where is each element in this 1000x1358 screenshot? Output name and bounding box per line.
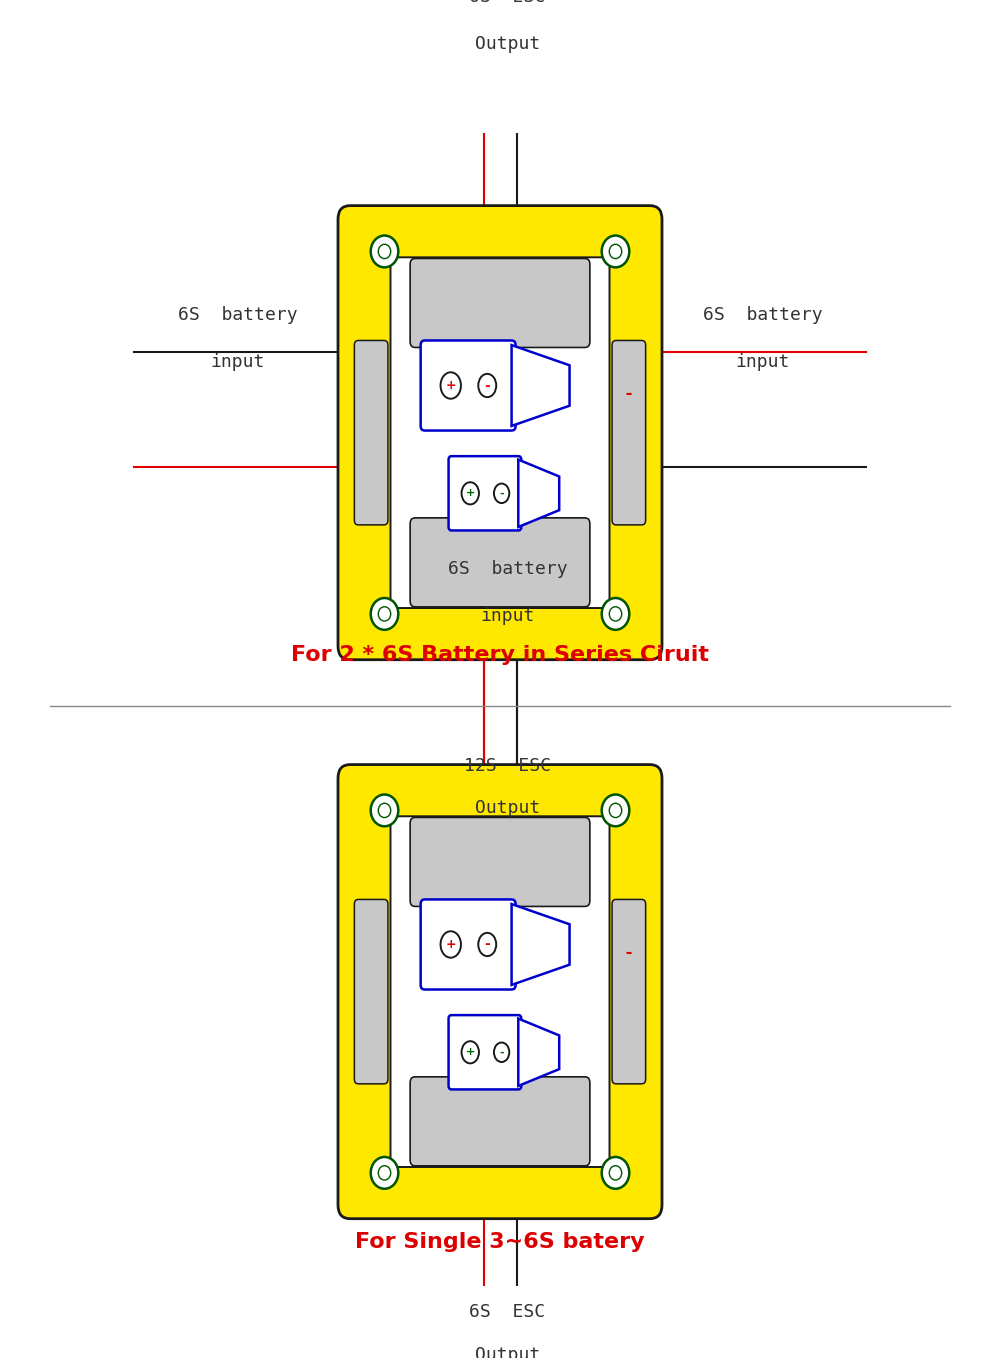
Ellipse shape [441,932,461,957]
Text: +: + [445,938,456,951]
Text: +: + [445,379,456,392]
FancyBboxPatch shape [390,257,610,608]
Circle shape [609,1165,622,1180]
Ellipse shape [478,373,496,397]
FancyBboxPatch shape [338,205,662,660]
Polygon shape [512,904,570,985]
Polygon shape [512,345,570,426]
Circle shape [371,794,398,826]
FancyBboxPatch shape [612,341,646,526]
Text: 6S  ESC: 6S ESC [469,1302,546,1321]
Text: 6S  battery: 6S battery [178,307,297,325]
Text: +: + [466,1047,475,1058]
Circle shape [378,803,391,818]
FancyBboxPatch shape [612,899,646,1084]
FancyBboxPatch shape [354,899,388,1084]
Circle shape [602,1157,629,1188]
Text: For Single 3~6S batery: For Single 3~6S batery [355,1232,645,1252]
Ellipse shape [441,372,461,399]
Text: 6S  ESC: 6S ESC [469,0,546,7]
FancyBboxPatch shape [338,765,662,1218]
Text: 12S  ESC: 12S ESC [464,756,551,775]
Circle shape [378,1165,391,1180]
Polygon shape [518,1018,559,1086]
Text: input: input [735,353,790,371]
Text: +: + [466,489,475,498]
Text: -: - [624,386,634,403]
FancyBboxPatch shape [449,456,521,531]
Text: Output: Output [475,800,540,818]
FancyBboxPatch shape [410,517,590,607]
Circle shape [371,235,398,268]
Text: -: - [484,937,490,952]
Ellipse shape [462,1042,479,1063]
Text: -: - [484,379,490,392]
Text: 6S  battery: 6S battery [448,559,567,579]
Text: Output: Output [475,1346,540,1358]
Ellipse shape [494,1043,509,1062]
Polygon shape [518,459,559,527]
Ellipse shape [462,482,479,504]
Circle shape [602,235,629,268]
Circle shape [371,598,398,630]
Ellipse shape [494,483,509,502]
Circle shape [602,598,629,630]
Circle shape [378,244,391,258]
Circle shape [609,607,622,621]
Circle shape [378,607,391,621]
Circle shape [609,803,622,818]
Text: input: input [480,607,535,625]
FancyBboxPatch shape [410,1077,590,1165]
Text: -: - [499,1047,504,1058]
FancyBboxPatch shape [449,1016,521,1089]
Circle shape [602,794,629,826]
Text: 6S  battery: 6S battery [703,307,822,325]
FancyBboxPatch shape [410,258,590,348]
Text: Output: Output [475,35,540,53]
Text: For 2 * 6S Battery in Series Ciruit: For 2 * 6S Battery in Series Ciruit [291,645,709,665]
FancyBboxPatch shape [421,341,516,430]
Text: -: - [624,944,634,963]
Ellipse shape [478,933,496,956]
FancyBboxPatch shape [410,818,590,906]
Text: -: - [499,489,504,498]
Circle shape [609,244,622,258]
FancyBboxPatch shape [421,899,516,990]
Circle shape [371,1157,398,1188]
FancyBboxPatch shape [390,816,610,1167]
FancyBboxPatch shape [354,341,388,526]
Text: input: input [210,353,265,371]
